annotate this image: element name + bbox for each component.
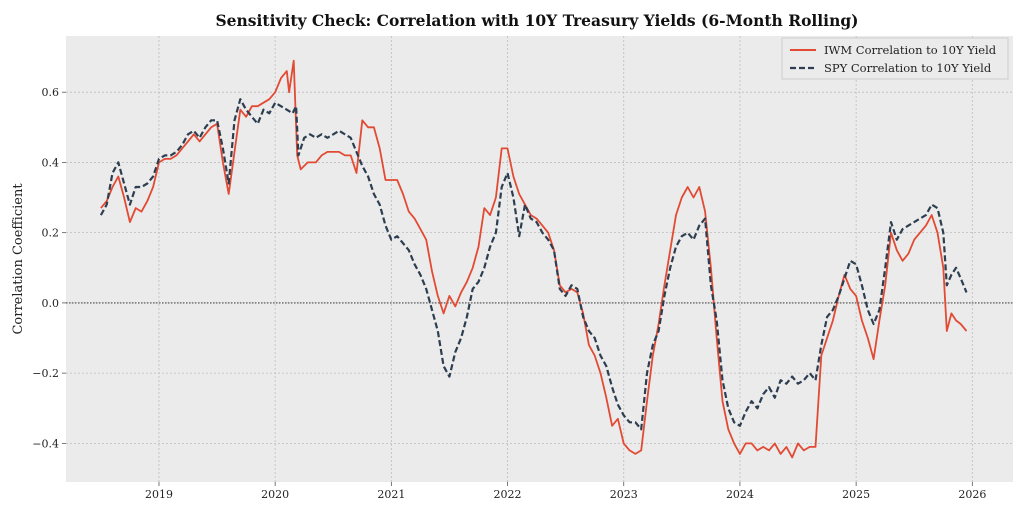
y-axis-label: Correlation Coefficient — [11, 183, 26, 335]
y-tick-label-5: 0.6 — [42, 86, 60, 99]
x-tick-label-2023: 2023 — [610, 488, 638, 501]
x-tick-label-2025: 2025 — [842, 488, 870, 501]
chart-title: Sensitivity Check: Correlation with 10Y … — [215, 11, 858, 30]
y-tick-label-4: 0.4 — [42, 156, 60, 169]
x-tick-label-2022: 2022 — [494, 488, 522, 501]
axis-ticks: 2019 2020 2021 2022 2023 2024 2025 2026 −0.4 −0.2… — [32, 86, 986, 501]
x-tick-label-2024: 2024 — [726, 488, 754, 501]
legend: IWM Correlation to 10Y Yield SPY Correla… — [781, 37, 1009, 80]
series-line-iwm — [100, 59, 968, 459]
legend-label-spy: SPY Correlation to 10Y Yield — [824, 61, 992, 75]
plot-area — [66, 36, 1013, 482]
y-tick-label-0: −0.4 — [32, 437, 59, 450]
grid-lines — [66, 36, 1013, 482]
series-line-spy — [99, 98, 968, 431]
x-tick-label-2026: 2026 — [958, 488, 986, 501]
x-tick-label-2019: 2019 — [145, 488, 173, 501]
y-tick-label-1: −0.2 — [32, 367, 59, 380]
x-tick-label-2020: 2020 — [261, 488, 289, 501]
legend-box — [781, 37, 1009, 80]
series-lines — [99, 59, 968, 459]
y-tick-label-2: 0.0 — [42, 297, 60, 310]
x-tick-label-2021: 2021 — [377, 488, 405, 501]
legend-label-iwm: IWM Correlation to 10Y Yield — [824, 43, 997, 57]
y-tick-label-3: 0.2 — [42, 227, 60, 240]
